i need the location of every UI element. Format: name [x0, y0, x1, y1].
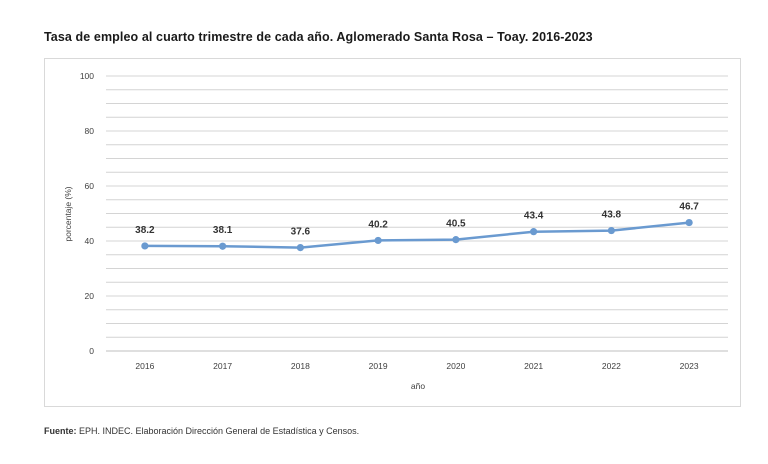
x-tick-label: 2022 — [602, 361, 621, 371]
y-tick-label: 40 — [85, 236, 95, 246]
data-point — [296, 244, 304, 252]
x-tick-label: 2016 — [135, 361, 154, 371]
y-axis-title: porcentaje (%) — [63, 186, 73, 241]
y-axis-ticks: 0 20 40 60 80 100 — [80, 71, 94, 356]
data-label: 37.6 — [291, 227, 311, 238]
data-label: 40.2 — [368, 219, 388, 230]
data-point — [141, 242, 149, 250]
source-note: Fuente: EPH. INDEC. Elaboración Direcció… — [44, 426, 359, 436]
data-labels: 38.2 38.1 37.6 40.2 40.5 43.4 43.8 46.7 — [135, 202, 699, 238]
x-tick-label: 2019 — [369, 361, 388, 371]
data-label: 38.2 — [135, 225, 155, 236]
data-point — [685, 218, 693, 227]
x-tick-label: 2023 — [680, 361, 699, 371]
x-tick-label: 2020 — [446, 361, 465, 371]
data-point — [374, 236, 382, 245]
source-label: Fuente: — [44, 426, 77, 436]
x-tick-label: 2017 — [213, 361, 232, 371]
gridlines — [106, 75, 728, 352]
line-chart: 0 20 40 60 80 100 2016 2017 2018 2019 2020 2021 202… — [63, 71, 728, 391]
x-tick-label: 2021 — [524, 361, 543, 371]
data-point — [219, 242, 227, 250]
series-line — [144, 221, 690, 249]
data-point — [530, 228, 538, 236]
data-label: 40.5 — [446, 219, 466, 230]
data-label: 38.1 — [213, 225, 233, 236]
data-point — [452, 236, 460, 244]
chart-title: Tasa de empleo al cuarto trimestre de ca… — [44, 30, 593, 44]
x-axis-ticks: 2016 2017 2018 2019 2020 2021 2022 2023 — [135, 361, 698, 371]
x-tick-label: 2018 — [291, 361, 310, 371]
data-point — [607, 226, 615, 235]
y-tick-label: 100 — [80, 71, 94, 81]
source-text: EPH. INDEC. Elaboración Dirección Genera… — [76, 426, 360, 436]
y-tick-label: 80 — [85, 126, 95, 136]
data-label: 46.7 — [679, 202, 699, 213]
y-tick-label: 0 — [89, 346, 94, 356]
y-tick-label: 20 — [85, 291, 95, 301]
chart-frame — [44, 58, 741, 407]
data-label: 43.8 — [602, 210, 622, 221]
data-label: 43.4 — [524, 211, 544, 222]
x-axis-title: año — [411, 381, 425, 391]
data-points — [141, 218, 693, 252]
y-tick-label: 60 — [85, 181, 95, 191]
